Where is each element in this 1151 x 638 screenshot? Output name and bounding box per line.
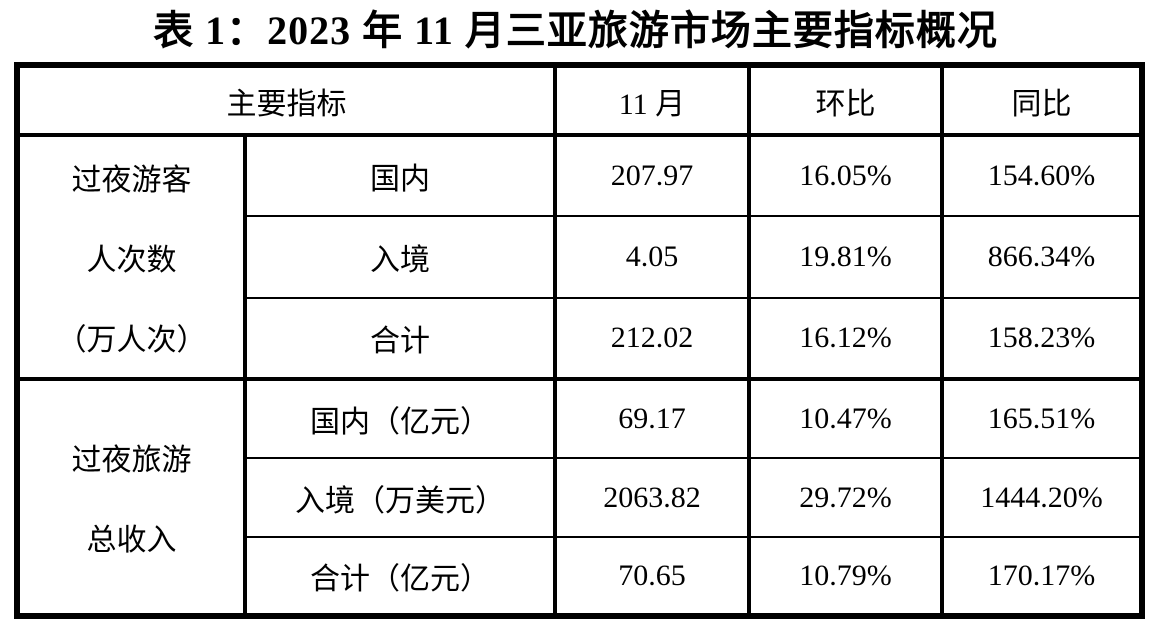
header-row: 主要指标 11 月 环比 同比 [15, 62, 1144, 137]
indicators-table: 主要指标 11 月 环比 同比 过夜游客 人次数 （万人次） 国内 207.97… [14, 62, 1145, 619]
table-title: 表 1：2023 年 11 月三亚旅游市场主要指标概况 [153, 8, 998, 53]
cell-value-mom: 10.47% [747, 377, 944, 459]
row-sub-label: 合计 [243, 296, 557, 381]
cell-value-month: 2063.82 [553, 457, 751, 538]
cell-value-month: 70.65 [553, 536, 751, 617]
row-sub-label: 入境 [243, 215, 557, 299]
cell-value-mom: 19.81% [747, 215, 944, 299]
cell-value-yoy: 1444.20% [940, 457, 1144, 538]
table-row: 合计 212.02 16.12% 158.23% [17, 296, 1144, 381]
row-sub-label: 合计（亿元） [243, 536, 557, 617]
header-yoy: 同比 [940, 62, 1144, 137]
row-sub-label: 国内（亿元） [243, 377, 557, 459]
cell-value-yoy: 158.23% [940, 296, 1144, 381]
cell-value-month: 69.17 [553, 377, 751, 459]
cell-value-mom: 16.12% [747, 296, 944, 381]
group-label-line: 总收入 [86, 524, 177, 557]
cell-value-mom: 10.79% [747, 536, 944, 617]
cell-value-mom: 16.05% [747, 132, 944, 218]
table-row: 过夜旅游 总收入 国内（亿元） 69.17 10.47% 165.51% [15, 377, 1144, 617]
cell-value-yoy: 165.51% [940, 377, 1144, 459]
group-label-overnight-visitors: 过夜游客 人次数 （万人次） [15, 133, 247, 380]
group-label-line: 过夜游客 [71, 164, 192, 197]
header-mom: 环比 [747, 62, 944, 137]
table-row: 入境 4.05 19.81% 866.34% [17, 215, 1144, 299]
table-row: 过夜游客 人次数 （万人次） 国内 207.97 16.05% 154.60% [15, 132, 1144, 380]
table-row: 入境（万美元） 2063.82 29.72% 1444.20% [17, 457, 1144, 538]
cell-value-month: 207.97 [553, 132, 751, 218]
group-label-line: 人次数 [86, 244, 177, 277]
cell-value-month: 212.02 [553, 296, 751, 381]
group-label-tourism-revenue: 过夜旅游 总收入 [15, 377, 247, 617]
table-row: 合计（亿元） 70.65 10.79% 170.17% [17, 536, 1144, 617]
group-label-line: 过夜旅游 [71, 444, 192, 477]
cell-value-yoy: 170.17% [940, 536, 1144, 617]
group-label-line: （万人次） [56, 324, 207, 357]
row-sub-label: 入境（万美元） [243, 457, 557, 538]
cell-value-mom: 29.72% [747, 457, 944, 538]
row-sub-label: 国内 [243, 132, 557, 218]
cell-value-yoy: 866.34% [940, 215, 1144, 299]
header-main-indicators: 主要指标 [15, 62, 557, 137]
cell-value-month: 4.05 [553, 215, 751, 299]
cell-value-yoy: 154.60% [940, 132, 1144, 218]
header-november: 11 月 [553, 62, 751, 137]
